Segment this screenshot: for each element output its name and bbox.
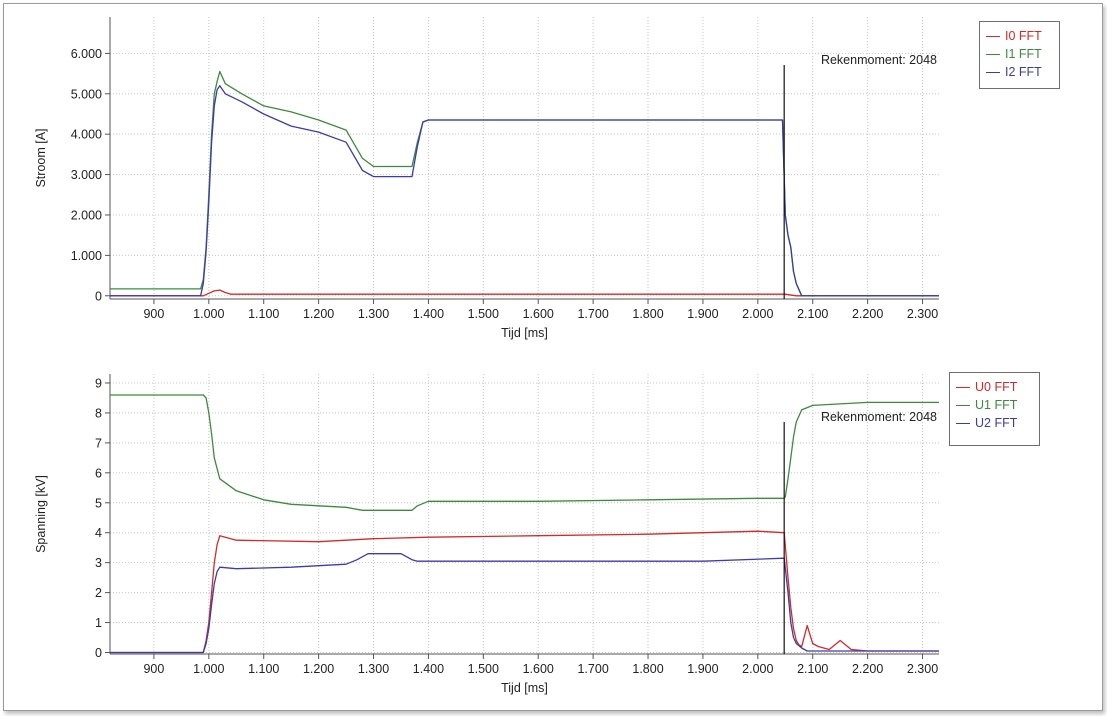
plot-area	[110, 374, 939, 654]
y-tick-label: 3.000	[71, 168, 102, 182]
y-tick-label: 4.000	[71, 128, 102, 142]
y-tick-label: 7	[95, 436, 102, 450]
chart-frame: 900 1.000 1.100 1.200 1.300 1.400 1.500 1.600 1.…	[3, 3, 1103, 711]
x-tick-label: 1.300	[358, 662, 389, 676]
series-line-u1-fft	[110, 394, 939, 511]
x-tick-label: 2.000	[742, 307, 773, 321]
chart-canvas: 900 1.000 1.100 1.200 1.300 1.400 1.500 1.600 1.…	[34, 17, 939, 695]
y-tick-label: 6	[95, 466, 102, 480]
legend-item: U1 FFT	[956, 397, 1017, 413]
x-axis-label: Tijd [ms]	[501, 326, 548, 340]
y-tick-label: 0	[95, 289, 102, 303]
x-tick-label: 1.800	[632, 662, 663, 676]
y-tick-label: 1.000	[71, 249, 102, 263]
x-tick-label: 900	[143, 307, 164, 321]
legend-label: U2 FFT	[975, 416, 1018, 430]
legend-swatch	[956, 404, 970, 406]
legend-current: I0 FFT I1 FFT I2 FFT	[979, 21, 1060, 89]
series-line-i2-fft	[110, 85, 939, 297]
x-tick-label: 1.300	[358, 307, 389, 321]
y-tick-label: 2	[95, 586, 102, 600]
x-tick-label: 1.000	[193, 307, 224, 321]
x-tick-label: 1.100	[248, 307, 279, 321]
x-tick-label: 2.200	[852, 662, 883, 676]
x-tick-label: 1.600	[523, 662, 554, 676]
legend-swatch	[986, 35, 1000, 37]
plot-area	[110, 17, 939, 299]
legend-voltage: U0 FFT U1 FFT U2 FFT	[949, 372, 1040, 446]
legend-label: U0 FFT	[975, 380, 1018, 394]
y-tick-label: 4	[95, 526, 102, 540]
y-tick-label: 5.000	[71, 87, 102, 101]
series-line-i0-fft	[110, 289, 939, 297]
y-tick-label: 6.000	[71, 47, 102, 61]
x-tick-label: 2.100	[797, 307, 828, 321]
x-tick-label: 1.200	[303, 307, 334, 321]
y-tick-label: 5	[95, 496, 102, 510]
legend-item: I2 FFT	[986, 64, 1042, 80]
legend-swatch	[986, 53, 1000, 55]
x-tick-label: 2.300	[907, 307, 938, 321]
x-tick-label: 1.000	[193, 662, 224, 676]
x-tick-label: 2.000	[742, 662, 773, 676]
series-line-u0-fft	[110, 530, 939, 654]
x-tick-label: 900	[143, 662, 164, 676]
marker-label: Rekenmoment: 2048	[821, 410, 937, 424]
y-tick-label: 9	[95, 376, 102, 390]
legend-label: I0 FFT	[1005, 29, 1042, 43]
x-tick-label: 1.700	[577, 662, 608, 676]
legend-item: I1 FFT	[986, 46, 1042, 62]
x-tick-label: 1.900	[687, 662, 718, 676]
x-tick-label: 1.900	[687, 307, 718, 321]
y-axis-label: Stroom [A]	[34, 128, 48, 187]
x-tick-label: 1.100	[248, 662, 279, 676]
x-tick-label: 2.100	[797, 662, 828, 676]
legend-item: U0 FFT	[956, 379, 1017, 395]
y-tick-label: 0	[95, 646, 102, 660]
legend-label: I1 FFT	[1005, 47, 1042, 61]
series-line-u2-fft	[110, 553, 939, 654]
x-tick-label: 1.200	[303, 662, 334, 676]
legend-label: U1 FFT	[975, 398, 1018, 412]
x-tick-label: 1.600	[523, 307, 554, 321]
x-axis-label: Tijd [ms]	[501, 681, 548, 695]
y-tick-label: 1	[95, 616, 102, 630]
y-tick-label: 3	[95, 556, 102, 570]
y-axis-label: Spanning [kV]	[34, 475, 48, 553]
legend-item: I0 FFT	[986, 28, 1042, 44]
x-tick-label: 2.300	[907, 662, 938, 676]
x-tick-label: 1.400	[413, 662, 444, 676]
legend-swatch	[986, 71, 1000, 73]
x-tick-label: 1.500	[468, 662, 499, 676]
y-tick-label: 2.000	[71, 208, 102, 222]
marker-label: Rekenmoment: 2048	[821, 53, 937, 67]
x-tick-label: 2.200	[852, 307, 883, 321]
x-tick-label: 1.800	[632, 307, 663, 321]
legend-swatch	[956, 386, 970, 388]
legend-label: I2 FFT	[1005, 65, 1042, 79]
x-tick-label: 1.700	[577, 307, 608, 321]
x-tick-label: 1.500	[468, 307, 499, 321]
x-tick-label: 1.400	[413, 307, 444, 321]
legend-item: U2 FFT	[956, 415, 1017, 431]
y-tick-label: 8	[95, 406, 102, 420]
legend-swatch	[956, 422, 970, 424]
